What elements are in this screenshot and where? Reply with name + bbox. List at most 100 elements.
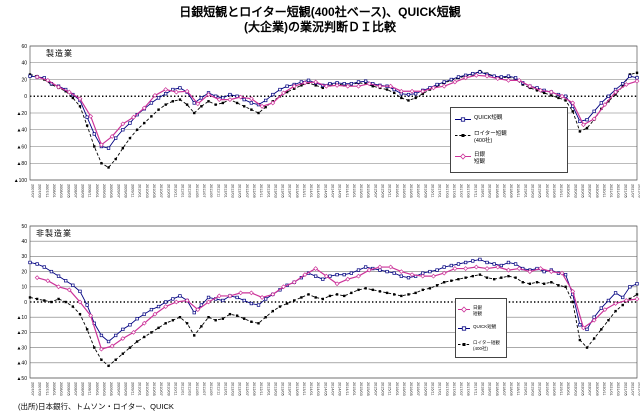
- marker: [250, 108, 253, 111]
- marker: [216, 293, 222, 299]
- marker: [613, 89, 618, 95]
- x-tick-label: 2009/09: [123, 382, 127, 396]
- x-tick-label: 2014/05: [323, 184, 327, 198]
- y-tick-label: 30: [21, 254, 27, 260]
- marker: [393, 293, 396, 296]
- legend-label: 日銀 短観: [474, 152, 486, 165]
- x-tick-label: 2019/03: [530, 382, 534, 396]
- marker: [227, 293, 233, 299]
- marker: [88, 313, 94, 319]
- marker: [527, 269, 533, 274]
- marker: [114, 157, 117, 161]
- x-tick-label: 2010/03: [145, 184, 149, 198]
- marker: [285, 90, 289, 94]
- x-tick-label: 2011/01: [181, 184, 185, 197]
- x-tick-label: 2013/03: [273, 184, 277, 198]
- x-tick-label: 2019/09: [552, 382, 556, 396]
- marker: [164, 103, 167, 106]
- x-tick-label: 2015/01: [352, 382, 356, 396]
- x-tick-label: 2012/03: [231, 184, 235, 198]
- marker: [259, 295, 265, 300]
- x-tick-label: 2018/01: [480, 184, 484, 198]
- marker: [388, 264, 394, 270]
- marker: [206, 295, 211, 300]
- marker: [345, 83, 351, 89]
- marker: [492, 262, 496, 266]
- marker: [173, 299, 179, 305]
- marker: [400, 294, 403, 298]
- marker: [271, 92, 275, 97]
- marker: [321, 297, 324, 301]
- x-tick-label: 2018/11: [516, 184, 520, 197]
- marker: [50, 300, 53, 304]
- legend-label: QUICK短観: [474, 115, 503, 121]
- x-tick-label: 2010/09: [166, 382, 170, 396]
- x-tick-label: 2012/01: [223, 184, 227, 198]
- x-tick-label: 2008/05: [66, 382, 70, 396]
- marker: [264, 297, 268, 301]
- marker: [66, 89, 72, 95]
- marker: [449, 263, 453, 268]
- marker: [264, 98, 268, 103]
- marker: [392, 271, 396, 275]
- marker: [563, 94, 568, 98]
- marker: [634, 296, 640, 302]
- marker: [420, 273, 426, 279]
- marker: [85, 115, 89, 119]
- x-tick-label: 2014/01: [309, 382, 313, 396]
- marker: [141, 320, 147, 326]
- legend-label: QUICK短観: [473, 324, 497, 329]
- marker: [135, 128, 139, 131]
- x-tick-label: 2013/11: [302, 382, 306, 395]
- x-tick-label: 2016/11: [431, 382, 435, 395]
- marker: [141, 105, 147, 111]
- marker: [421, 288, 424, 292]
- x-tick-label: 2008/01: [52, 184, 56, 198]
- x-tick-label: 2016/01: [395, 382, 399, 396]
- marker: [71, 283, 75, 287]
- marker: [499, 263, 503, 268]
- legend-entry-QUICK短観: QUICK短観: [458, 324, 504, 332]
- x-tick-label: 2011/11: [216, 382, 220, 395]
- marker: [513, 262, 518, 266]
- marker: [249, 101, 254, 105]
- marker: [591, 317, 597, 323]
- x-tick-label: 2007/11: [45, 184, 49, 197]
- marker: [85, 303, 89, 307]
- y-tick-label: ▲40: [16, 361, 27, 367]
- marker: [581, 325, 586, 331]
- marker: [328, 82, 332, 86]
- marker: [564, 99, 567, 102]
- x-tick-label: 2020/11: [602, 184, 606, 197]
- marker: [281, 90, 286, 96]
- x-tick-label: 2015/05: [366, 382, 370, 396]
- marker: [506, 260, 511, 265]
- y-tick-label: 0: [24, 300, 27, 306]
- marker: [621, 295, 625, 300]
- marker: [293, 87, 296, 90]
- x-tick-label: 2017/07: [459, 382, 463, 396]
- marker: [78, 312, 82, 316]
- marker: [149, 307, 154, 312]
- marker: [349, 271, 354, 275]
- x-tick-label: 2019/05: [538, 382, 542, 396]
- marker: [485, 276, 489, 279]
- marker: [442, 281, 446, 284]
- x-tick-label: 2016/03: [402, 382, 406, 396]
- marker: [56, 274, 61, 278]
- x-tick-label: 2018/03: [488, 382, 492, 396]
- x-tick-label: 2012/05: [238, 382, 242, 396]
- marker: [88, 113, 94, 119]
- x-tick-label: 2014/09: [338, 382, 342, 396]
- marker: [613, 291, 618, 295]
- marker: [385, 269, 389, 274]
- marker: [334, 281, 340, 287]
- x-tick-label: 2018/03: [488, 184, 492, 198]
- marker: [591, 116, 597, 122]
- marker: [291, 83, 297, 89]
- x-tick-label: 2021/03: [616, 382, 620, 396]
- marker: [343, 294, 346, 298]
- marker: [514, 78, 517, 81]
- x-tick-label: 2013/07: [288, 382, 292, 396]
- marker: [585, 126, 589, 130]
